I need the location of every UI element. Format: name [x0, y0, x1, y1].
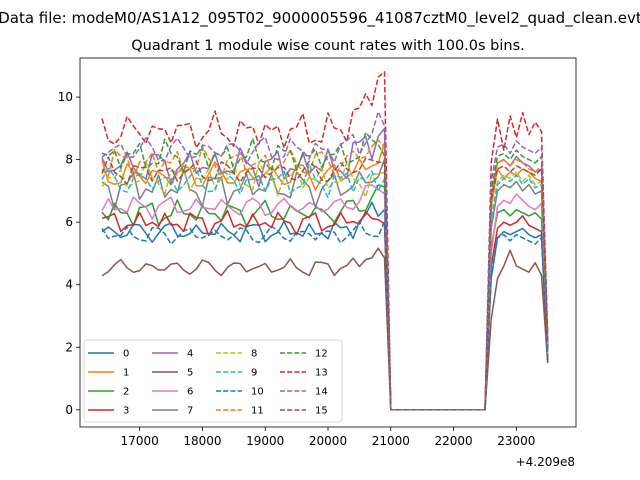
y-tick-label-8: 8: [65, 153, 73, 167]
legend-label-11: 11: [251, 406, 264, 417]
legend-label-1: 1: [123, 368, 129, 379]
y-tick-label-2: 2: [65, 340, 73, 354]
legend-label-6: 6: [187, 387, 193, 398]
y-tick-label-6: 6: [65, 215, 73, 229]
chart-title: Quadrant 1 module wise count rates with …: [131, 38, 525, 54]
figure-suptitle: Data file: modeM0/AS1A12_095T02_90000055…: [0, 9, 640, 28]
y-tick-label-0: 0: [65, 403, 73, 417]
series-line-5: [101, 247, 549, 411]
series-line-14: [101, 110, 549, 411]
x-tick-label-22000: 22000: [434, 434, 472, 448]
series-line-10: [101, 220, 549, 411]
series-line-15: [101, 156, 549, 411]
x-offset-label: +4.209e8: [516, 455, 575, 469]
x-tick-label-17000: 17000: [121, 434, 159, 448]
legend-label-12: 12: [315, 349, 328, 360]
x-axis: 17000 18000 19000 20000 21000 22000 23000: [121, 427, 535, 448]
legend-label-15: 15: [315, 406, 328, 417]
x-tick-label-19000: 19000: [246, 434, 284, 448]
legend-box: [83, 339, 343, 423]
legend-label-13: 13: [315, 368, 328, 379]
x-tick-label-18000: 18000: [183, 434, 221, 448]
legend-label-4: 4: [187, 349, 193, 360]
series-line-8: [101, 160, 549, 411]
legend-label-0: 0: [123, 349, 129, 360]
legend-label-5: 5: [187, 368, 193, 379]
series-line-11: [101, 139, 549, 411]
x-tick-label-20000: 20000: [309, 434, 347, 448]
y-axis: 0 2 4 6 8 10: [58, 90, 80, 417]
legend-label-14: 14: [315, 387, 328, 398]
x-tick-label-23000: 23000: [497, 434, 535, 448]
legend-label-2: 2: [123, 387, 129, 398]
x-tick-label-21000: 21000: [372, 434, 410, 448]
y-tick-label-10: 10: [58, 90, 73, 104]
legend-label-3: 3: [123, 406, 129, 417]
legend-label-7: 7: [187, 406, 193, 417]
legend-label-9: 9: [251, 368, 257, 379]
legend-label-8: 8: [251, 349, 257, 360]
legend-label-10: 10: [251, 387, 264, 398]
series-layer: [101, 71, 549, 411]
y-tick-label-4: 4: [65, 278, 73, 292]
